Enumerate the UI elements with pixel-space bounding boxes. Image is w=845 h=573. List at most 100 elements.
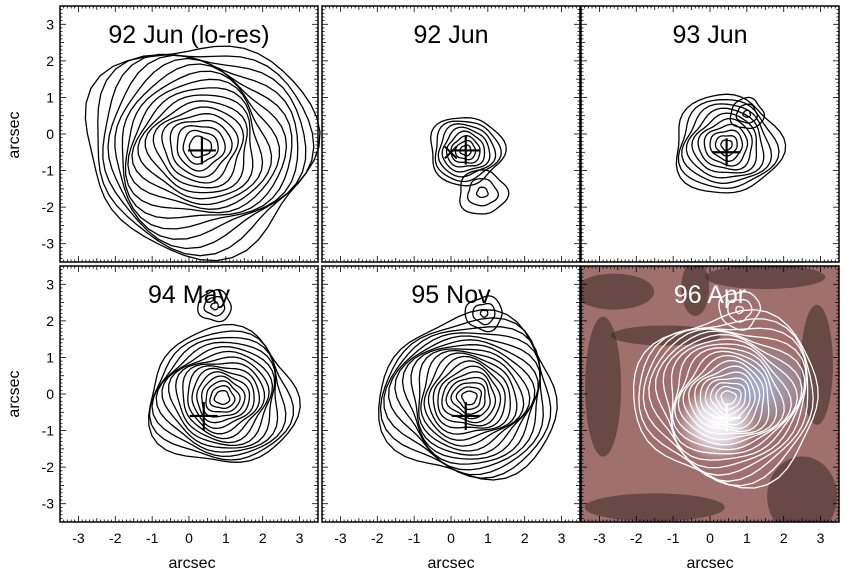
contour-line (420, 349, 525, 447)
contour-line (114, 57, 293, 230)
x-axis-label: arcsec (427, 555, 474, 572)
contour-line (742, 109, 752, 118)
y-tick-label: 3 (46, 16, 54, 32)
contour-line (102, 53, 307, 250)
contour-line (632, 308, 819, 489)
y-tick-label: -2 (42, 459, 55, 475)
contour-line (151, 336, 287, 458)
panel-4: 94 May -3 -2 -1 0 1 2 3 -3 -2 -1 0 1 2 3 (42, 265, 319, 546)
contour-line (642, 327, 809, 482)
contour-line (672, 343, 792, 451)
contour-line (209, 385, 236, 410)
contour-line (691, 112, 758, 174)
contour-line (720, 390, 737, 406)
y-tick-label: 1 (46, 349, 54, 365)
panel-3: 93 Jun (580, 5, 840, 263)
x-tick-label: 3 (817, 530, 825, 546)
contour-line (662, 333, 803, 461)
contour-line (107, 54, 299, 240)
contour-line (188, 135, 213, 159)
x-tick-label: 0 (706, 530, 714, 546)
contour-line (709, 129, 744, 162)
contour-line (437, 365, 502, 427)
panel-2: 92 Jun (321, 5, 581, 263)
contour-line (432, 360, 506, 429)
contour-line (445, 376, 491, 420)
contour-line (475, 186, 489, 199)
contour-line (161, 345, 276, 449)
contour-line (378, 309, 558, 481)
y-tick-label: 2 (46, 313, 54, 329)
x-tick-label: -2 (109, 530, 122, 546)
contour-line (460, 390, 478, 406)
contour-line (427, 355, 511, 435)
panel-title: 92 Jun (lo-res) (108, 21, 269, 49)
background-image (581, 266, 839, 522)
image-dark-lane (767, 456, 838, 522)
contour-line (196, 371, 251, 424)
contour-line (685, 107, 765, 179)
contour-line (674, 347, 785, 446)
x-tick-label: 2 (780, 530, 788, 546)
x-axis-label: arcsec (686, 555, 733, 572)
y-tick-label: 0 (46, 386, 54, 402)
image-dark-lane (581, 273, 655, 310)
contour-line (697, 117, 753, 171)
contour-line (401, 339, 539, 460)
x-tick-label: -3 (593, 530, 606, 546)
panel-title: 95 Nov (411, 281, 491, 309)
contour-line (388, 332, 542, 471)
axis-labels-layer: arcsec arcsec arcsec arcsec arcsec (6, 111, 734, 572)
contour-line (210, 302, 219, 311)
contour-line (688, 359, 765, 432)
contour-line (720, 139, 733, 152)
image-dark-lane (610, 325, 721, 346)
y-axis-label: arcsec (6, 370, 23, 417)
contour-line (714, 135, 738, 157)
contour-line (455, 386, 483, 411)
contour-line (127, 78, 273, 210)
x-tick-label: -1 (667, 530, 680, 546)
panel-6: 96 Apr -3 -2 -1 0 1 2 3 (580, 265, 840, 546)
contour-line (137, 94, 254, 200)
contour-line (203, 295, 226, 317)
y-tick-label: -3 (42, 236, 55, 252)
contour-line (84, 45, 321, 262)
contour-line (152, 106, 245, 189)
x-tick-label: 1 (222, 530, 230, 546)
x-tick-label: 2 (259, 530, 267, 546)
y-tick-label: 0 (46, 126, 54, 142)
image-dark-lane (681, 266, 710, 316)
x-tick-label: -1 (146, 530, 159, 546)
panels-layer: 92 Jun (lo-res) -3 -2 -1 0 1 2 3 92 Jun 93 Jun 94 … (42, 5, 840, 546)
contour-line (715, 385, 742, 411)
contour-line (423, 352, 518, 441)
contour-line (682, 354, 770, 435)
y-tick-label: 1 (46, 89, 54, 105)
x-tick-label: 0 (447, 530, 455, 546)
contour-line (479, 309, 489, 318)
panel-title: 93 Jun (672, 21, 747, 49)
contour-line (450, 135, 481, 164)
y-axis-label: arcsec (6, 111, 23, 158)
contour-line (694, 365, 761, 430)
x-tick-label: 1 (484, 530, 492, 546)
contour-line (410, 344, 536, 456)
contour-line (704, 377, 751, 421)
x-axis-label: arcsec (168, 555, 215, 572)
contour-line (441, 371, 497, 424)
contour-line (176, 125, 226, 172)
contour-line (472, 302, 496, 326)
panel-title: 94 May (148, 281, 230, 309)
contour-line (434, 120, 502, 183)
image-dark-lane (584, 493, 725, 522)
x-tick-label: -2 (371, 530, 384, 546)
contour-line (168, 350, 274, 447)
contour-line (675, 93, 787, 194)
contour-line (418, 348, 531, 452)
y-tick-label: 2 (46, 53, 54, 69)
panel-5: 95 Nov -3 -2 -1 0 1 2 3 (321, 265, 581, 546)
contour-line (213, 389, 231, 406)
x-tick-label: 2 (521, 530, 529, 546)
contour-line (191, 367, 255, 430)
